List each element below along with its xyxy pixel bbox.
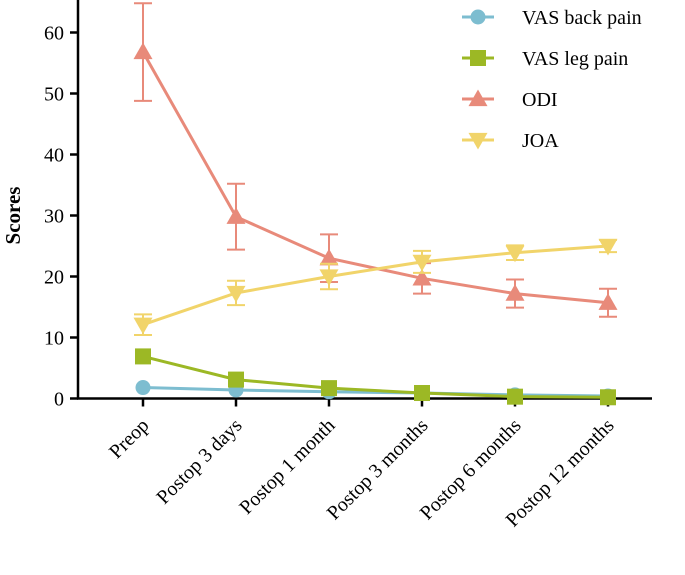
legend: VAS back pain VAS leg pain ODI JOA (462, 7, 642, 152)
data-point (598, 238, 618, 256)
series-vas-leg-pain (135, 348, 616, 406)
series-layer (133, 2, 618, 406)
x-tick-label: Postop 1 month (235, 414, 339, 518)
data-point (412, 254, 432, 272)
legend-label: VAS back pain (522, 7, 642, 29)
legend-marker (468, 89, 488, 107)
legend-marker (470, 50, 486, 66)
series-line (142, 354, 609, 399)
legend-marker (468, 132, 488, 150)
legend-item: ODI (462, 89, 558, 111)
data-point (135, 348, 151, 365)
data-point (598, 293, 618, 310)
legend-marker (470, 9, 486, 25)
data-point (414, 385, 430, 402)
data-point (505, 245, 525, 263)
data-point (507, 388, 523, 405)
y-tick-label: 10 (44, 328, 64, 350)
data-point (135, 380, 151, 396)
data-point (228, 371, 244, 388)
data-point (505, 284, 525, 301)
series-joa (133, 238, 618, 337)
legend-item: VAS back pain (462, 7, 642, 29)
legend-label: ODI (522, 89, 558, 111)
legend-label: VAS leg pain (522, 48, 628, 70)
y-tick-label: 40 (44, 145, 64, 167)
data-point (412, 268, 432, 286)
series-line (142, 386, 609, 398)
data-point (226, 207, 246, 224)
data-point (133, 42, 153, 60)
y-tick-label: 20 (44, 267, 64, 289)
data-point (226, 285, 246, 303)
legend-item: JOA (462, 130, 559, 152)
legend-item: VAS leg pain (462, 48, 628, 70)
data-point (600, 389, 616, 406)
data-point (133, 317, 153, 335)
data-point (319, 248, 339, 266)
y-tick-label: 60 (44, 23, 64, 45)
y-tick-label: 30 (44, 206, 64, 228)
data-point (319, 269, 339, 286)
x-tick-label: Postop 3 days (152, 414, 246, 508)
data-point (321, 380, 337, 397)
y-axis-title: Scores (1, 187, 25, 245)
y-tick-label: 0 (54, 389, 64, 411)
y-tick-label: 50 (44, 84, 64, 106)
legend-label: JOA (522, 130, 559, 152)
x-tick-label: Preop (105, 414, 154, 463)
series-line (142, 244, 609, 327)
